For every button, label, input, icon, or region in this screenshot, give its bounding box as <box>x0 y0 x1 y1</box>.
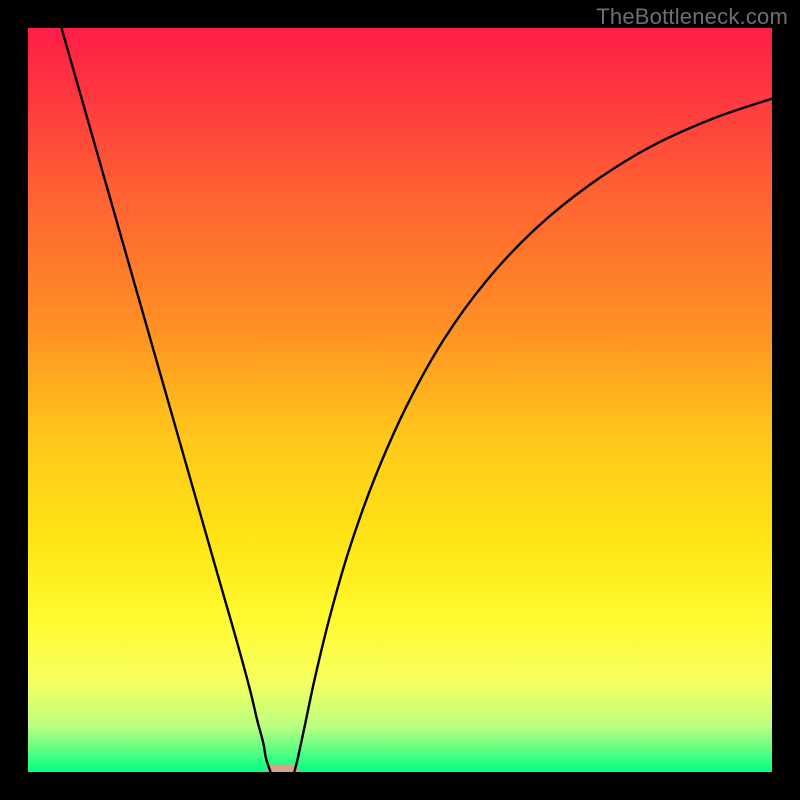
bottleneck-curve-chart <box>28 28 772 772</box>
chart-frame: TheBottleneck.com <box>0 0 800 800</box>
plot-area <box>28 28 772 772</box>
gradient-background <box>28 28 772 772</box>
watermark-label: TheBottleneck.com <box>596 4 788 30</box>
